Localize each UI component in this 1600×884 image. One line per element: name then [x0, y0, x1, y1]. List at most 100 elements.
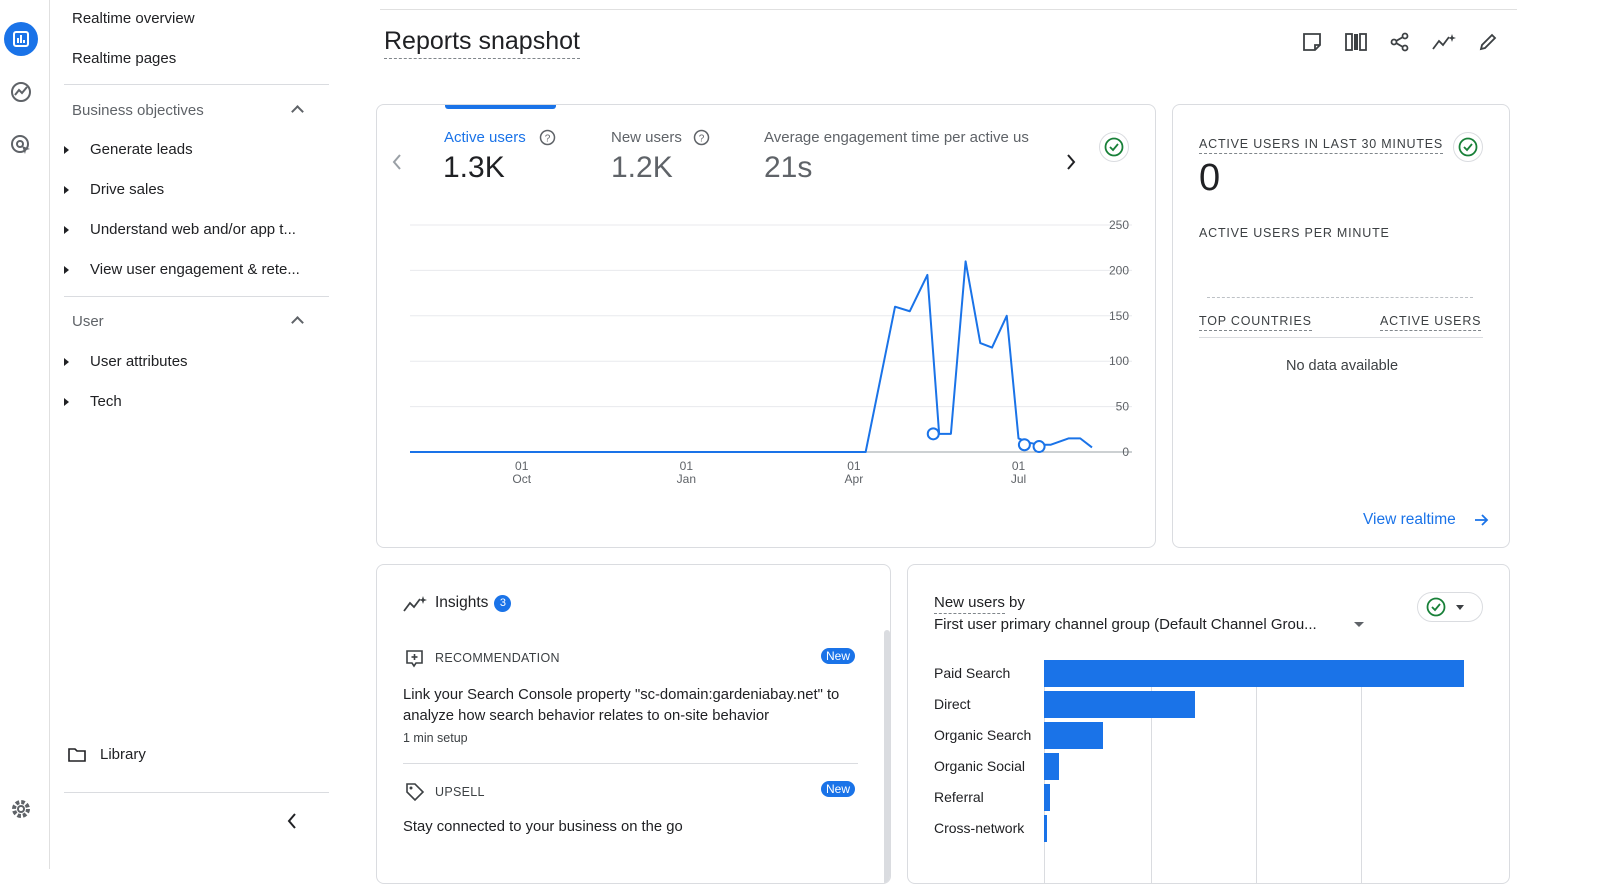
expand-arrow-icon[interactable] — [64, 266, 69, 274]
insights-scrollbar[interactable] — [884, 630, 890, 883]
insights-sparkle-icon — [403, 596, 427, 612]
nav-generate-leads[interactable]: Generate leads — [90, 141, 193, 158]
active-users-label[interactable]: Active users — [444, 129, 526, 146]
new-badge: New — [821, 781, 856, 797]
data-quality-check-icon[interactable] — [1099, 132, 1129, 162]
dropdown-arrow-icon[interactable] — [1354, 622, 1364, 627]
data-quality-dropdown[interactable] — [1417, 592, 1483, 622]
avg-engagement-value: 21s — [764, 151, 813, 184]
arrow-right-icon[interactable] — [1473, 512, 1489, 528]
main-content: Reports snapshot Active users ? 1.3K New… — [340, 0, 1600, 884]
y-tick-label: 50 — [1116, 400, 1130, 414]
gridline — [1361, 660, 1362, 883]
nav-realtime-overview[interactable]: Realtime overview — [72, 10, 195, 27]
bar-label: Paid Search — [934, 665, 1011, 681]
dimension-selector[interactable]: First user primary channel group (Defaul… — [934, 616, 1317, 633]
per-minute-label: ACTIVE USERS PER MINUTE — [1199, 226, 1390, 240]
chevron-right-icon[interactable] — [1065, 153, 1077, 171]
x-tick-day: 01 — [680, 459, 694, 473]
nav-realtime-pages[interactable]: Realtime pages — [72, 50, 177, 67]
nav-section-business-objectives[interactable]: Business objectives — [72, 102, 204, 119]
bar-label: Referral — [934, 789, 984, 805]
overview-chart-card: Active users ? 1.3K New users ? 1.2K Ave… — [376, 104, 1156, 548]
bar-label: Organic Social — [934, 758, 1026, 774]
anomaly-marker[interactable] — [1032, 440, 1046, 454]
collapse-chevron-icon[interactable] — [286, 812, 298, 830]
help-icon[interactable]: ? — [539, 129, 556, 146]
new-users-label[interactable]: New users — [611, 129, 682, 146]
by-text: by — [1009, 594, 1025, 611]
nav-drive-sales[interactable]: Drive sales — [90, 181, 165, 198]
channel-bar[interactable] — [1044, 691, 1196, 718]
nav-view-engagement[interactable]: View user engagement & rete... — [90, 261, 300, 278]
settings-gear-icon[interactable] — [4, 792, 38, 826]
expand-arrow-icon[interactable] — [64, 146, 69, 154]
insight-meta: 1 min setup — [403, 731, 468, 745]
top-countries-header[interactable]: TOP COUNTRIES — [1199, 314, 1312, 331]
insights-title: Insights — [435, 594, 489, 611]
insights-sparkle-icon[interactable] — [1432, 30, 1456, 54]
anomaly-marker[interactable] — [926, 427, 940, 441]
page-title: Reports snapshot — [384, 27, 580, 59]
insight-text[interactable]: Link your Search Console property "sc-do… — [403, 687, 840, 724]
active-users-header[interactable]: ACTIVE USERS — [1380, 314, 1482, 331]
x-tick-day: 01 — [847, 459, 861, 473]
view-realtime-link[interactable]: View realtime — [1363, 511, 1456, 528]
reports-nav: Realtime overview Realtime pages Busines… — [50, 0, 340, 869]
explore-icon[interactable] — [4, 75, 38, 109]
nav-user-attributes[interactable]: User attributes — [90, 353, 188, 370]
svg-text:?: ? — [545, 134, 551, 145]
channel-bar[interactable] — [1044, 660, 1464, 687]
channel-bar[interactable] — [1044, 784, 1050, 811]
tag-icon — [406, 783, 425, 802]
customize-report-icon[interactable] — [1300, 30, 1324, 54]
nav-understand-traffic[interactable]: Understand web and/or app t... — [90, 221, 296, 238]
new-users-channel-card: New users by First user primary channel … — [907, 564, 1510, 884]
nav-library[interactable]: Library — [100, 746, 146, 763]
chevron-up-icon[interactable] — [291, 105, 304, 118]
bar-label: Cross-network — [934, 820, 1025, 836]
expand-arrow-icon[interactable] — [64, 398, 69, 406]
x-tick-month: Jul — [1011, 472, 1026, 486]
edit-pencil-icon[interactable] — [1476, 30, 1500, 54]
data-quality-check-icon[interactable] — [1453, 132, 1483, 162]
chevron-up-icon[interactable] — [291, 316, 304, 329]
expand-arrow-icon[interactable] — [64, 186, 69, 194]
share-icon[interactable] — [1388, 30, 1412, 54]
table-divider — [1199, 337, 1483, 338]
y-tick-label: 250 — [1109, 218, 1129, 232]
insight-type: RECOMMENDATION — [435, 651, 560, 665]
avg-engagement-label[interactable]: Average engagement time per active us — [764, 129, 1029, 146]
y-tick-label: 100 — [1109, 354, 1129, 368]
channel-bar[interactable] — [1044, 815, 1047, 842]
y-tick-label: 0 — [1122, 445, 1129, 459]
realtime-heading[interactable]: ACTIVE USERS IN LAST 30 MINUTES — [1199, 137, 1444, 154]
advertising-icon[interactable] — [4, 128, 38, 162]
bar-label: Direct — [934, 696, 971, 712]
new-users-metric-link[interactable]: New users — [934, 594, 1005, 614]
recommendation-icon — [406, 650, 423, 668]
insight-text[interactable]: Stay connected to your business on the g… — [403, 819, 683, 835]
new-users-value: 1.2K — [611, 151, 673, 184]
expand-arrow-icon[interactable] — [64, 358, 69, 366]
gridline — [1256, 660, 1257, 883]
anomaly-marker[interactable] — [1017, 438, 1031, 452]
help-icon[interactable]: ? — [693, 129, 710, 146]
insights-card: Insights 3 RECOMMENDATION New Link your … — [376, 564, 891, 884]
compare-icon[interactable] — [1344, 30, 1368, 54]
channel-bar[interactable] — [1044, 753, 1059, 780]
insight-type: UPSELL — [435, 785, 485, 799]
chevron-left-icon[interactable] — [391, 153, 403, 171]
expand-arrow-icon[interactable] — [64, 226, 69, 234]
reports-icon[interactable] — [4, 22, 38, 56]
x-tick-day: 01 — [1012, 459, 1026, 473]
nav-divider — [64, 84, 329, 85]
channel-bar[interactable] — [1044, 722, 1103, 749]
nav-divider — [64, 792, 329, 793]
dropdown-arrow-icon — [1456, 604, 1464, 610]
y-tick-label: 200 — [1109, 263, 1129, 277]
nav-section-user[interactable]: User — [72, 313, 104, 330]
new-badge: New — [821, 648, 856, 664]
nav-tech[interactable]: Tech — [90, 393, 122, 410]
